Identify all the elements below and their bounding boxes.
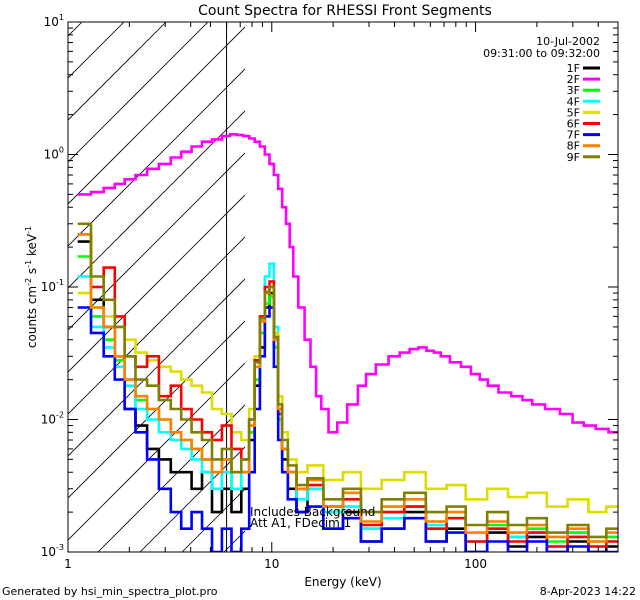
y-tick-base: 10	[44, 15, 59, 29]
hatch-line	[68, 26, 245, 205]
series-layer	[77, 133, 618, 552]
y-label-kev: keV	[25, 233, 39, 260]
y-tick-label: 101	[44, 13, 64, 29]
hatch-line	[68, 236, 245, 415]
hatch-line	[68, 22, 167, 121]
legend-label: 9F	[567, 151, 580, 164]
legend-label: 3F	[567, 84, 580, 97]
date-label: 10-Jul-2002	[536, 35, 600, 48]
y-tick-label: 10-3	[41, 543, 64, 559]
y-tick-exponent: 0	[59, 146, 64, 155]
y-label-counts: counts cm	[25, 286, 39, 348]
y-label-exp-kev: -1	[24, 226, 33, 234]
y-tick-base: 10	[44, 148, 59, 162]
hatch-line	[68, 152, 245, 331]
y-tick-label: 100	[44, 146, 64, 162]
y-tick-exponent: -3	[56, 543, 64, 552]
y-axis-label: counts cm-2 s-1 keV-1	[24, 226, 39, 348]
chart-title: Count Spectra for RHESSI Front Segments	[198, 3, 492, 19]
y-tick-label: 10-2	[41, 411, 64, 427]
hatch-line	[68, 22, 125, 79]
y-tick-base: 10	[41, 280, 56, 294]
series-line-2F	[77, 133, 618, 434]
legend-label: 8F	[567, 140, 580, 153]
background-annotation: Includes Background	[250, 505, 375, 519]
legend-label: 5F	[567, 106, 580, 119]
y-label-s: s	[25, 268, 39, 278]
hatch-line	[68, 362, 245, 541]
attenuator-annotation: Att A1, FDecim 1	[250, 516, 351, 530]
legend-label: 1F	[567, 62, 580, 75]
footer-generated-by: Generated by hsi_min_spectra_plot.pro	[2, 585, 218, 598]
x-tick-label: 10	[264, 557, 279, 571]
y-tick-base: 10	[41, 545, 56, 559]
y-tick-exponent: -1	[56, 278, 64, 287]
hatch-line	[68, 110, 245, 289]
legend-label: 6F	[567, 118, 580, 131]
y-tick-exponent: -2	[56, 411, 64, 420]
y-tick-base: 10	[41, 413, 56, 427]
footer-timestamp: 8-Apr-2023 14:22	[540, 585, 636, 598]
x-tick-label: 1	[64, 557, 72, 571]
x-tick-labels: 1 10 100	[64, 557, 487, 571]
legend-label: 7F	[567, 129, 580, 142]
hatch-line	[139, 446, 245, 552]
hatch-line	[68, 22, 83, 37]
axis-ticks	[67, 22, 619, 553]
y-label-exp-s: -1	[24, 260, 33, 268]
hatch-line	[308, 0, 640, 552]
time-range-label: 09:31:00 to 09:32:00	[483, 47, 600, 60]
series-line-9F	[77, 222, 618, 539]
hatch-line	[68, 320, 245, 499]
x-axis-label: Energy (keV)	[304, 575, 381, 589]
legend-label: 2F	[567, 73, 580, 86]
legend-label: 4F	[567, 95, 580, 108]
hatch-line	[68, 278, 245, 457]
y-tick-exponent: 1	[59, 13, 64, 22]
series-line-8F	[77, 233, 618, 543]
y-label-exp-cm: -2	[24, 278, 33, 286]
hatch-line	[68, 194, 245, 373]
hatch-line	[97, 404, 245, 552]
x-tick-label: 100	[464, 557, 487, 571]
y-tick-label: 10-1	[41, 278, 64, 294]
hatch-line	[68, 22, 209, 163]
